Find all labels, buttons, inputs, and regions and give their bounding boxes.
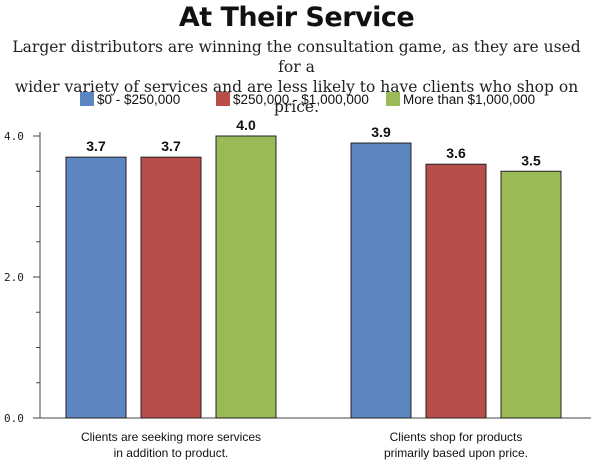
category-label-1-line-2: in addition to product. <box>114 446 229 460</box>
legend-swatch-1 <box>80 92 94 106</box>
bar-group1-series3 <box>215 135 277 419</box>
y-tick-label-2: 2.0 <box>4 271 24 284</box>
legend-label-1: $0 - $250,000 <box>97 92 180 107</box>
y-tick-label-3: 4.0 <box>4 130 24 143</box>
subtitle-line-2: wider variety of services and are less l… <box>14 78 579 116</box>
legend-label-2: $250,000 - $1,000,000 <box>233 92 369 107</box>
category-label-2-line-2: primarily based upon price. <box>384 446 528 460</box>
chart-subtitle: Larger distributors are winning the cons… <box>8 37 585 117</box>
data-label-group2-series2: 3.6 <box>446 145 466 161</box>
category-label-1-line-1: Clients are seeking more services <box>81 430 261 444</box>
bar-group2-series1 <box>350 142 412 419</box>
data-label-group2-series1: 3.9 <box>371 124 391 140</box>
data-label-group1-series1: 3.7 <box>86 138 106 154</box>
bar-group2-series3 <box>500 170 562 419</box>
data-label-group1-series2: 3.7 <box>161 138 181 154</box>
bar-group1-series2 <box>140 156 202 419</box>
data-label-group2-series3: 3.5 <box>521 152 541 168</box>
legend-swatch-3 <box>386 92 400 106</box>
y-tick-label-1: 0.0 <box>4 412 24 425</box>
data-label-group1-series3: 4.0 <box>236 117 256 133</box>
legend-label-3: More than $1,000,000 <box>403 92 535 107</box>
bar-group1-series1 <box>65 156 127 419</box>
category-label-2-line-1: Clients shop for products <box>390 430 523 444</box>
bar-group2-series2 <box>425 163 487 419</box>
legend-swatch-2 <box>216 92 230 106</box>
subtitle-line-1: Larger distributors are winning the cons… <box>12 38 581 76</box>
chart-title: At Their Service <box>178 2 415 33</box>
